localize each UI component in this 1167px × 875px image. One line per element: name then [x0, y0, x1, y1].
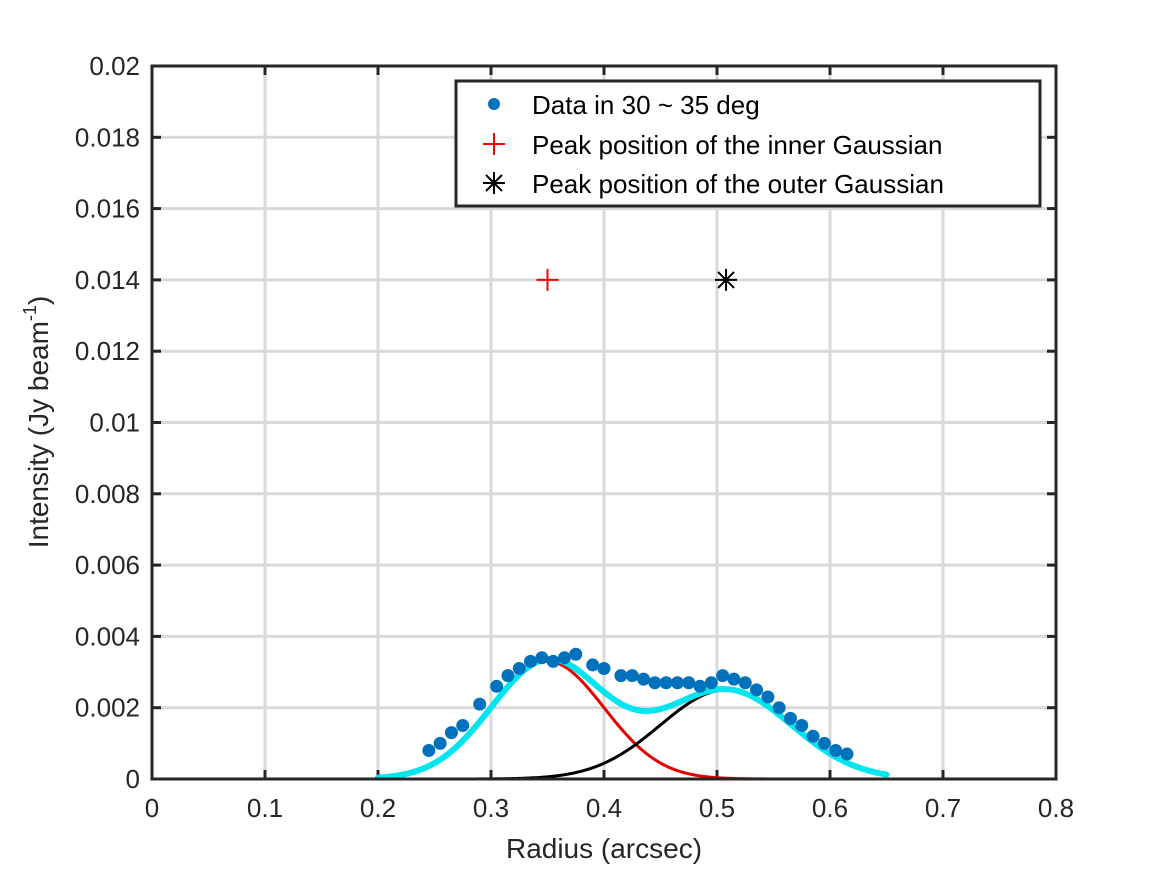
data-point — [682, 676, 696, 690]
x-tick-label: 0.8 — [1038, 793, 1074, 823]
x-tick-label: 0.7 — [925, 793, 961, 823]
x-tick-label: 0.4 — [586, 793, 622, 823]
y-tick-label: 0.004 — [75, 621, 140, 651]
data-point — [490, 679, 504, 693]
data-point — [772, 701, 786, 715]
data-point — [501, 669, 515, 683]
data-point — [829, 743, 843, 757]
data-point — [637, 672, 651, 686]
y-tick-label: 0.018 — [75, 122, 140, 152]
data-point — [795, 719, 809, 733]
legend-symbol-outer-peak — [483, 172, 505, 194]
x-axis-label: Radius (arcsec) — [506, 833, 702, 864]
data-point — [456, 719, 470, 733]
y-tick-label: 0.016 — [75, 194, 140, 224]
x-tick-label: 0.3 — [473, 793, 509, 823]
peak-markers — [536, 268, 738, 291]
y-tick-label: 0.012 — [75, 336, 140, 366]
data-point — [433, 736, 447, 750]
data-point — [444, 726, 458, 740]
data-point — [648, 676, 662, 690]
data-point — [569, 647, 583, 661]
legend-symbol-data — [488, 98, 500, 110]
data-point — [761, 690, 775, 704]
tick-labels: 0 0.1 0.2 0.3 0.4 0.5 0.6 0.7 0.8 0 0.002 0.004 0.00… — [75, 51, 1074, 823]
y-axis-label-main: Intensity (Jy beam — [23, 321, 54, 548]
y-axis-label-superscript: -1 — [20, 305, 40, 321]
data-point — [738, 676, 752, 690]
legend: Data in 30 ~ 35 deg Peak position of the… — [454, 79, 1042, 208]
data-point — [817, 736, 831, 750]
data-point — [840, 747, 854, 761]
legend-symbol-inner-peak — [483, 133, 505, 155]
data-point — [473, 697, 487, 711]
x-tick-label: 0.2 — [360, 793, 396, 823]
data-point — [659, 676, 673, 690]
data-point — [422, 743, 436, 757]
data-point — [597, 661, 611, 675]
y-axis-label-suffix: ) — [23, 296, 54, 305]
data-point — [557, 651, 571, 665]
data-point — [546, 654, 560, 668]
y-tick-label: 0.01 — [89, 408, 140, 438]
data-points — [422, 647, 854, 761]
data-point — [670, 676, 684, 690]
legend-label-inner-peak: Peak position of the inner Gaussian — [532, 130, 942, 160]
data-point — [524, 654, 538, 668]
data-point — [625, 669, 639, 683]
data-point — [750, 683, 764, 697]
data-point — [614, 669, 628, 683]
inner-peak-marker — [536, 268, 559, 291]
data-point — [586, 658, 600, 672]
y-tick-label: 0.002 — [75, 693, 140, 723]
data-point — [704, 676, 718, 690]
y-tick-label: 0.006 — [75, 550, 140, 580]
outer-peak-diag2 — [717, 271, 735, 289]
y-tick-label: 0.014 — [75, 265, 140, 295]
data-point — [535, 651, 549, 665]
data-point — [693, 679, 707, 693]
x-tick-label: 0.5 — [699, 793, 735, 823]
total-fit-curve — [375, 656, 890, 781]
y-axis-label: Intensity (Jy beam-1) — [20, 296, 54, 549]
x-tick-label: 0.6 — [812, 793, 848, 823]
data-point — [512, 661, 526, 675]
data-point — [806, 729, 820, 743]
y-tick-label: 0.02 — [89, 51, 140, 81]
x-tick-label: 0.1 — [247, 793, 283, 823]
y-tick-label: 0.008 — [75, 479, 140, 509]
x-tick-label: 0 — [145, 793, 159, 823]
plot-frame — [150, 64, 1058, 781]
legend-box — [454, 79, 1042, 208]
data-point — [716, 669, 730, 683]
y-tick-label: 0 — [126, 764, 140, 794]
data-point — [727, 672, 741, 686]
data-point — [783, 711, 797, 725]
legend-label-outer-peak: Peak position of the outer Gaussian — [532, 169, 944, 199]
outer-peak-marker — [715, 268, 738, 291]
legend-label-data: Data in 30 ~ 35 deg — [532, 90, 760, 120]
